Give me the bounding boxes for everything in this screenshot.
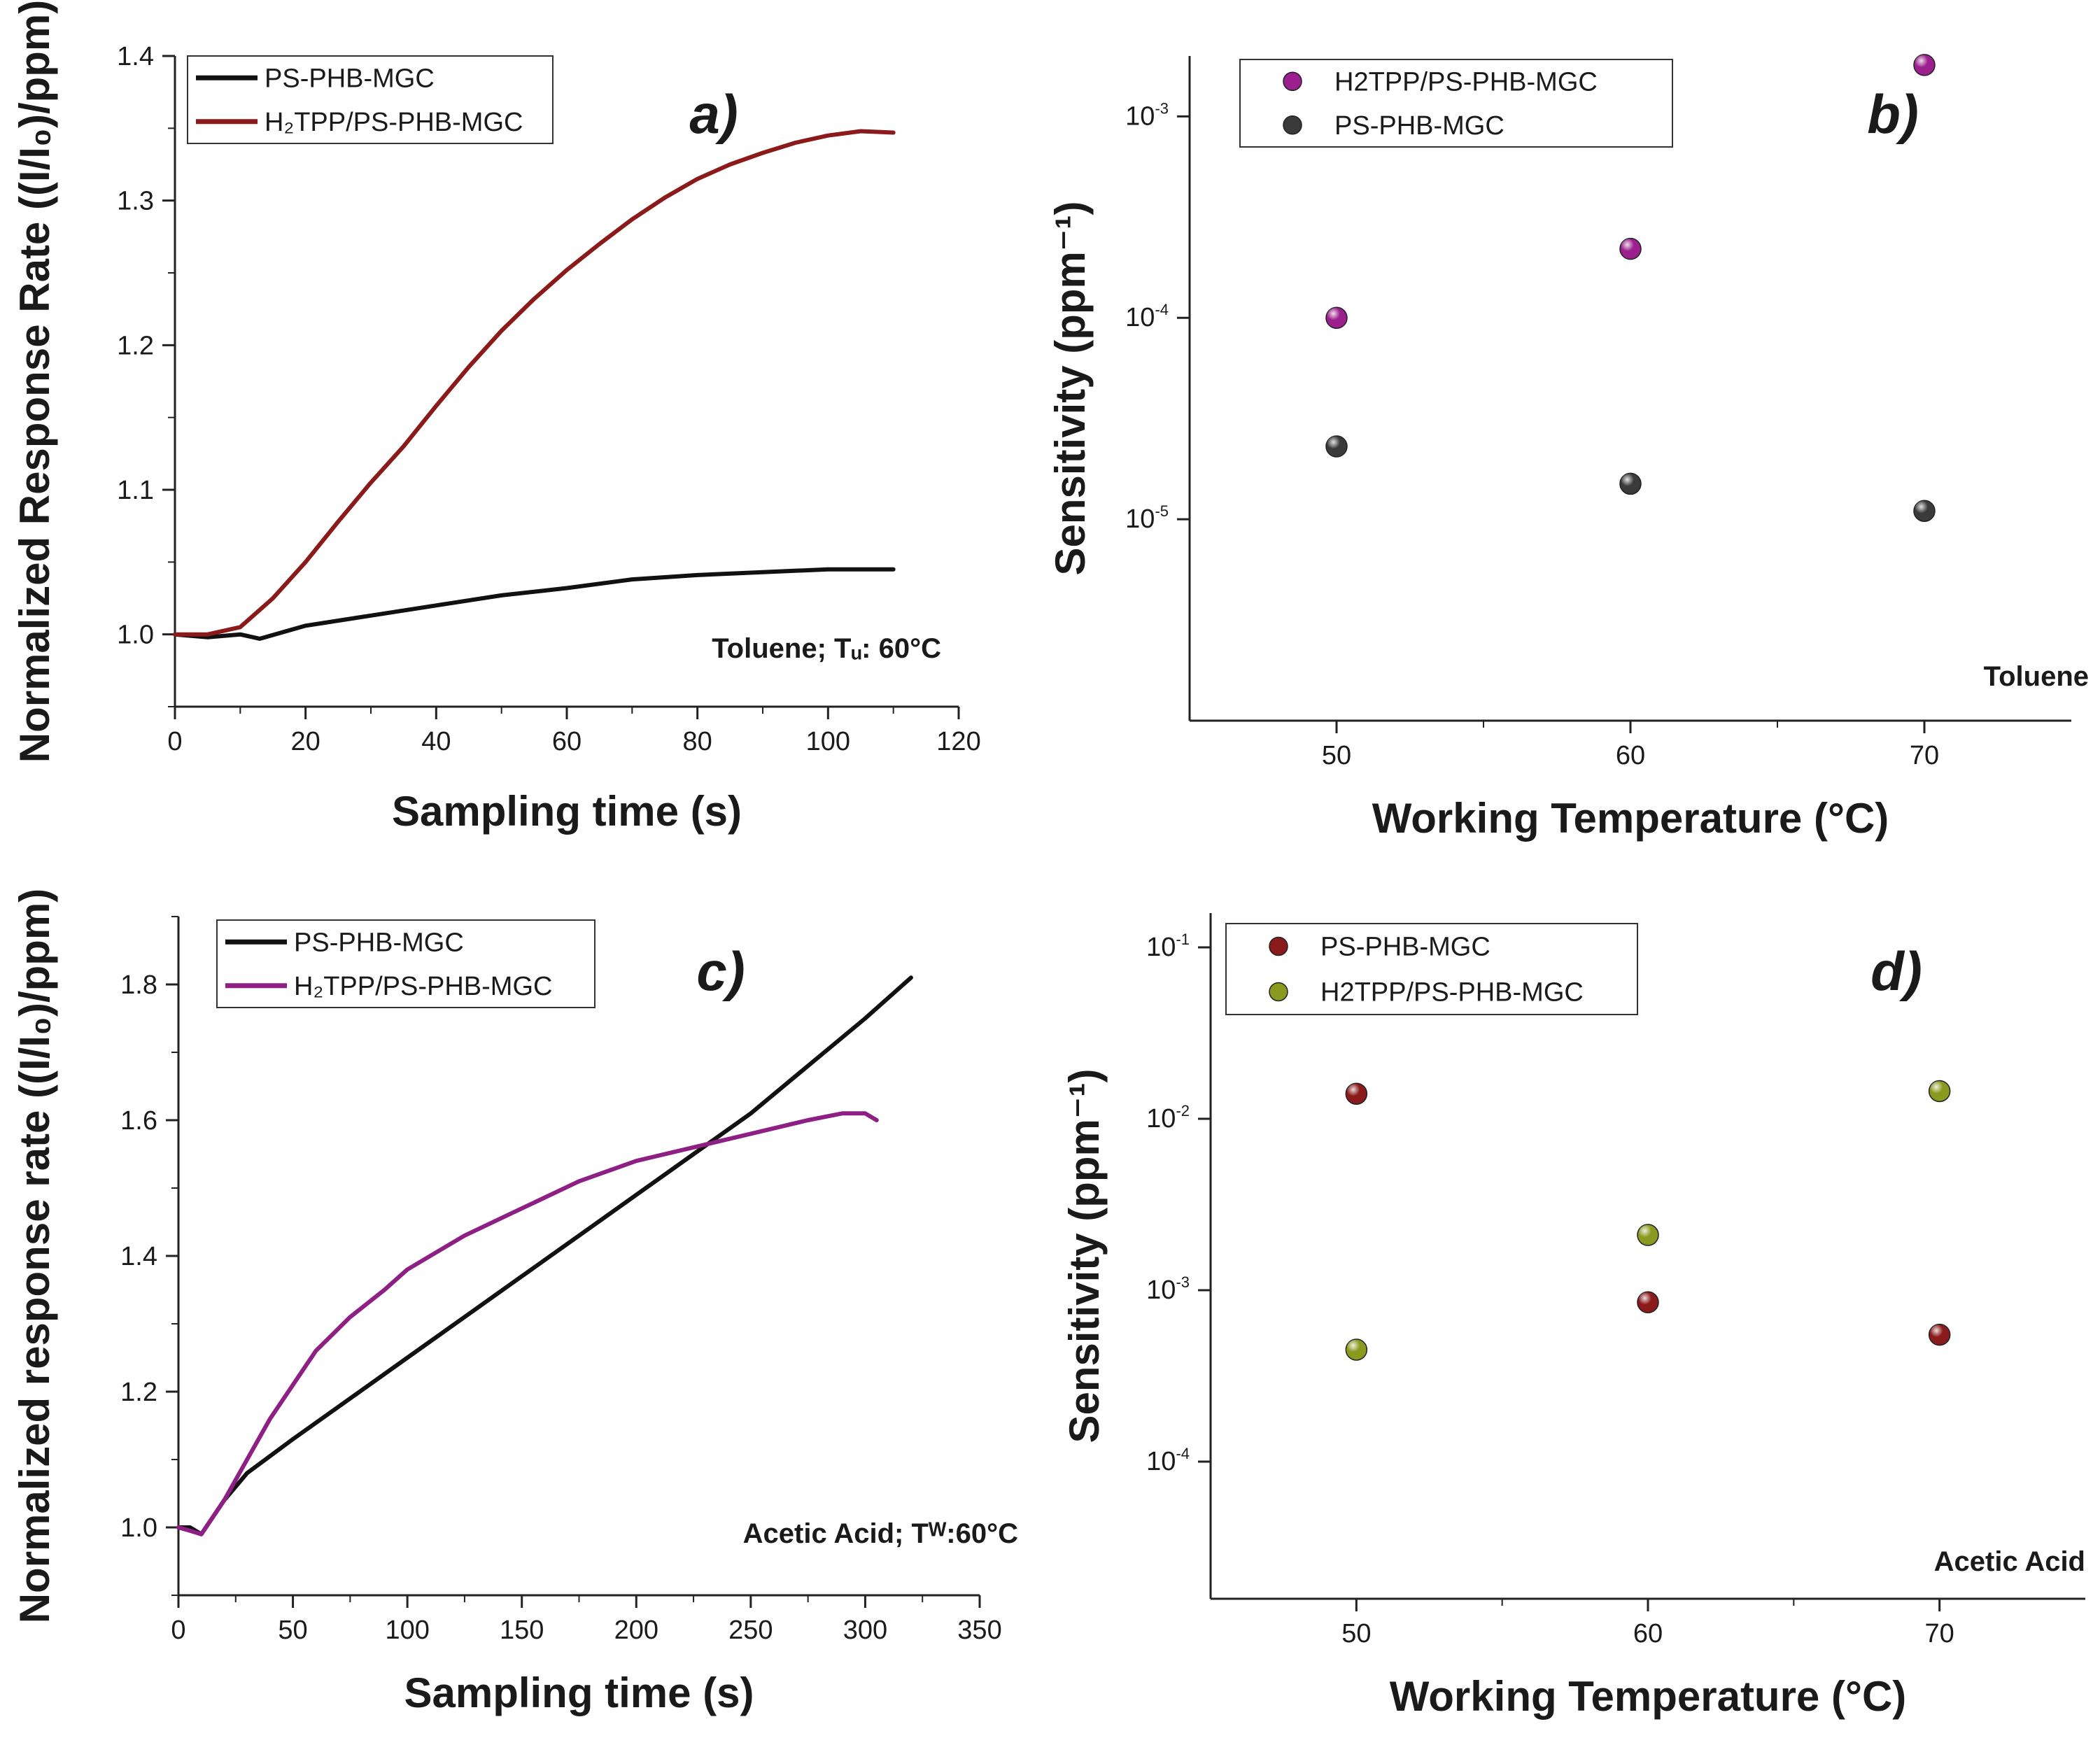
y-tick-label: 1.4 <box>117 42 154 71</box>
y-axis-title: Normalized Response Rate ((I/I₀)/ppm) <box>11 0 58 763</box>
x-tick-label: 120 <box>936 727 980 756</box>
legend-label: PS-PHB-MGC <box>294 928 464 957</box>
data-point-highlight <box>1929 1080 1950 1102</box>
panel-c-chart: 0 50 100 150 200 250 300 350 1.0 1.2 1.4 1.6 1.8 Samp… <box>11 889 1018 1716</box>
panel-annotation: Toluene; Tᵤ: 60°C <box>712 633 941 664</box>
series-line-1 <box>173 129 896 637</box>
panel-annotation: Acetic Acid <box>1934 1546 2085 1577</box>
x-tick-label: 100 <box>385 1616 429 1645</box>
x-tick-label: 350 <box>957 1616 1001 1645</box>
panel-label: d) <box>1870 940 1922 1002</box>
series-line-1 <box>176 1111 879 1536</box>
data-point-highlight <box>1914 54 1935 76</box>
data-point-highlight <box>1929 1324 1950 1345</box>
x-tick-label: 60 <box>1633 1619 1663 1648</box>
panel-label: b) <box>1867 83 1919 145</box>
legend-label: H₂TPP/PS-PHB-MGC <box>294 972 552 1001</box>
y-tick-label: 1.3 <box>117 187 154 216</box>
data-point-highlight <box>1620 238 1641 260</box>
x-tick-label: 50 <box>1322 741 1351 770</box>
x-tick-label: 40 <box>421 727 451 756</box>
x-axis-title: Sampling time (s) <box>404 1669 754 1716</box>
data-point-highlight <box>1346 1083 1367 1105</box>
legend-swatch <box>1269 982 1288 1002</box>
y-tick-label: 1.4 <box>120 1242 157 1271</box>
data-point-highlight <box>1326 307 1347 329</box>
x-tick-label: 250 <box>728 1616 773 1645</box>
y-tick-label: 1.1 <box>117 476 154 505</box>
x-tick-label: 60 <box>1616 741 1645 770</box>
data-point-highlight <box>1914 500 1935 522</box>
y-tick-label: 10-3 <box>1146 1273 1190 1305</box>
x-axis-title: Working Temperature (°C) <box>1390 1673 1907 1720</box>
y-tick-label: 10-4 <box>1146 1445 1190 1476</box>
panel-b-chart: 50 60 70 10-5 10-4 10-3 Working Temperature (°… <box>1047 54 2089 842</box>
x-axis-title: Working Temperature (°C) <box>1372 795 1889 842</box>
panel-annotation: Toluene <box>1984 661 2089 692</box>
legend-swatch <box>1283 71 1302 91</box>
y-tick-label: 1.0 <box>117 621 154 650</box>
y-axis-title: Sensitivity (ppm⁻¹) <box>1047 201 1094 575</box>
x-tick-label: 300 <box>843 1616 887 1645</box>
x-tick-label: 0 <box>167 727 182 756</box>
y-tick-label: 10-4 <box>1125 301 1169 332</box>
legend-swatch <box>1283 115 1302 135</box>
x-tick-label: 70 <box>1910 741 1939 770</box>
legend-label: H₂TPP/PS-PHB-MGC <box>265 108 523 137</box>
y-tick-label: 1.8 <box>120 970 157 1000</box>
x-tick-label: 80 <box>683 727 712 756</box>
data-point-highlight <box>1637 1292 1658 1313</box>
y-tick-label: 10-3 <box>1125 99 1169 131</box>
panel-d-chart: 50 60 70 10-4 10-3 10-2 10-1 Working Temperatur… <box>1061 913 2085 1720</box>
y-tick-label: 1.6 <box>120 1106 157 1136</box>
x-tick-label: 0 <box>171 1616 185 1645</box>
y-tick-label: 10-1 <box>1146 931 1190 962</box>
x-tick-label: 150 <box>500 1616 544 1645</box>
legend-box <box>216 919 596 1008</box>
x-tick-label: 70 <box>1925 1619 1954 1648</box>
data-point-highlight <box>1326 435 1347 457</box>
y-tick-label: 10-2 <box>1146 1102 1190 1133</box>
x-axis-title: Sampling time (s) <box>392 788 742 835</box>
legend-label: PS-PHB-MGC <box>265 64 435 93</box>
legend-label: PS-PHB-MGC <box>1334 111 1504 141</box>
legend-box <box>1239 59 1673 148</box>
x-tick-label: 50 <box>278 1616 307 1645</box>
x-tick-label: 20 <box>291 727 320 756</box>
y-axis-title: Sensitivity (ppm⁻¹) <box>1061 1068 1108 1443</box>
x-tick-label: 60 <box>552 727 582 756</box>
data-point-highlight <box>1620 473 1641 495</box>
panel-label: c) <box>696 940 745 1002</box>
panel-a-chart: 0 20 40 60 80 100 120 1.0 1.1 1.2 1.3 1.4 Sampling t… <box>11 0 981 835</box>
x-tick-label: 50 <box>1341 1619 1371 1648</box>
y-tick-label: 10-5 <box>1125 502 1169 534</box>
legend-label: PS-PHB-MGC <box>1320 933 1491 962</box>
y-tick-label: 1.0 <box>120 1513 157 1543</box>
y-axis-title: Normalized response rate ((I/I₀)/ppm) <box>11 889 58 1624</box>
y-tick-label: 1.2 <box>120 1378 157 1407</box>
series-line-0 <box>176 975 913 1536</box>
legend-swatch <box>1269 936 1288 956</box>
data-point-highlight <box>1637 1224 1658 1246</box>
panel-label: a) <box>689 83 738 145</box>
legend-label: H2TPP/PS-PHB-MGC <box>1320 978 1584 1008</box>
panel-annotation: Acetic Acid; Tᵂ:60°C <box>743 1518 1018 1549</box>
legend-box <box>187 55 554 144</box>
x-tick-label: 200 <box>614 1616 658 1645</box>
x-tick-label: 100 <box>806 727 850 756</box>
series-line-0 <box>173 567 896 641</box>
y-tick-label: 1.2 <box>117 331 154 360</box>
legend-box <box>1225 923 1638 1015</box>
data-point-highlight <box>1346 1338 1367 1360</box>
legend-label: H2TPP/PS-PHB-MGC <box>1334 67 1598 97</box>
